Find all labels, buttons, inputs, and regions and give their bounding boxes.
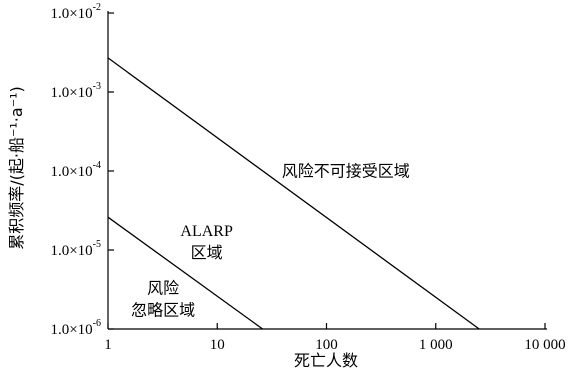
y-axis-ticks: 1.0×10-61.0×10-51.0×10-41.0×10-31.0×10-2: [50, 2, 114, 338]
region-label: 忽略区域: [131, 301, 195, 320]
y-tick-mantissa: 1.0×10: [50, 85, 92, 101]
region-label: ALARP: [180, 223, 233, 240]
y-tick-label: 1.0×10-5: [50, 239, 101, 259]
boundary-lines: [107, 57, 480, 330]
x-tick-label: 100: [315, 337, 338, 353]
y-tick-exponent: -3: [93, 81, 101, 92]
region-label: 风险不可接受区域: [282, 162, 410, 181]
y-tick-mantissa: 1.0×10: [50, 6, 92, 22]
y-tick-label: 1.0×10-3: [50, 81, 101, 101]
x-tick-label: 1 000: [419, 337, 453, 353]
y-tick-exponent: -6: [93, 318, 101, 329]
y-tick-mantissa: 1.0×10: [50, 322, 92, 338]
y-tick-exponent: -5: [93, 239, 101, 250]
x-axis-title: 死亡人数: [294, 351, 358, 370]
x-axis-ticks: 1 10 100 1 000 10 000: [104, 323, 566, 353]
boundary-line-2: [107, 216, 263, 330]
region-label: 区域: [191, 243, 223, 262]
y-tick-exponent: -2: [93, 2, 101, 13]
y-axis-title: 累积频率/(起·船⁻¹·a⁻¹): [7, 86, 26, 250]
y-tick-exponent: -4: [93, 160, 101, 171]
axes: [107, 11, 547, 330]
region-label: 风险: [147, 279, 179, 298]
y-tick-label: 1.0×10-6: [50, 318, 101, 338]
x-tick-label: 10: [210, 337, 225, 353]
x-tick-label: 10 000: [524, 337, 565, 353]
y-tick-mantissa: 1.0×10: [50, 164, 92, 180]
y-tick-label: 1.0×10-2: [50, 2, 101, 22]
y-tick-label: 1.0×10-4: [50, 160, 101, 180]
x-tick-label: 1: [104, 337, 112, 353]
y-tick-mantissa: 1.0×10: [50, 243, 92, 259]
boundary-line-1: [107, 57, 480, 330]
